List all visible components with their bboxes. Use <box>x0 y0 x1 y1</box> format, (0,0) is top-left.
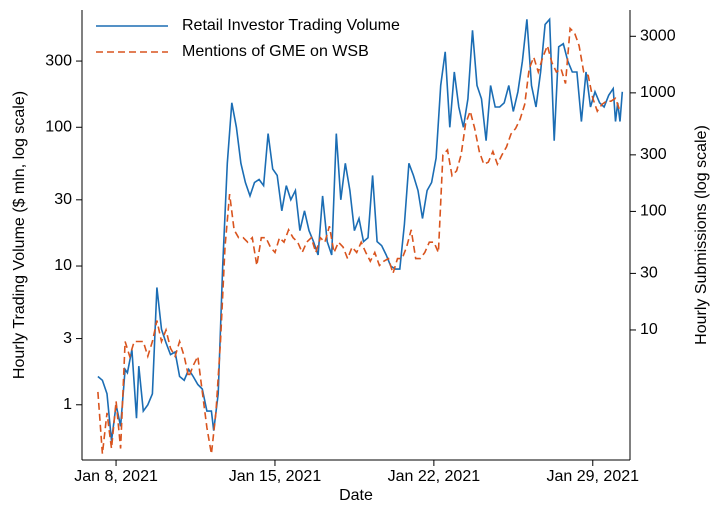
y-axis-label: Hourly Trading Volume ($ mln, log scale) <box>11 91 28 379</box>
x-axis-label: Date <box>339 487 373 504</box>
y-tick-label: 10 <box>54 257 72 274</box>
y-tick-label: 1 <box>63 396 72 413</box>
y2-tick-label: 100 <box>640 203 667 220</box>
y-tick-label: 30 <box>54 191 72 208</box>
x-tick-label: Jan 29, 2021 <box>547 468 640 485</box>
y-tick-label: 300 <box>45 52 72 69</box>
y-tick-label: 3 <box>63 330 72 347</box>
y2-tick-label: 30 <box>640 265 658 282</box>
series-line <box>97 26 621 455</box>
series-line <box>97 17 624 441</box>
x-tick-label: Jan 15, 2021 <box>229 468 322 485</box>
y2-tick-label: 3000 <box>640 28 676 45</box>
x-tick-label: Jan 22, 2021 <box>388 468 481 485</box>
x-tick-label: Jan 8, 2021 <box>74 468 158 485</box>
y2-tick-label: 300 <box>640 146 667 163</box>
y2-tick-label: 1000 <box>640 84 676 101</box>
y2-tick-label: 10 <box>640 321 658 338</box>
y2-axis-label: Hourly Submissions (log scale) <box>693 125 710 345</box>
y-tick-label: 100 <box>45 118 72 135</box>
legend-label: Mentions of GME on WSB <box>182 43 369 60</box>
legend-label: Retail Investor Trading Volume <box>182 17 400 34</box>
